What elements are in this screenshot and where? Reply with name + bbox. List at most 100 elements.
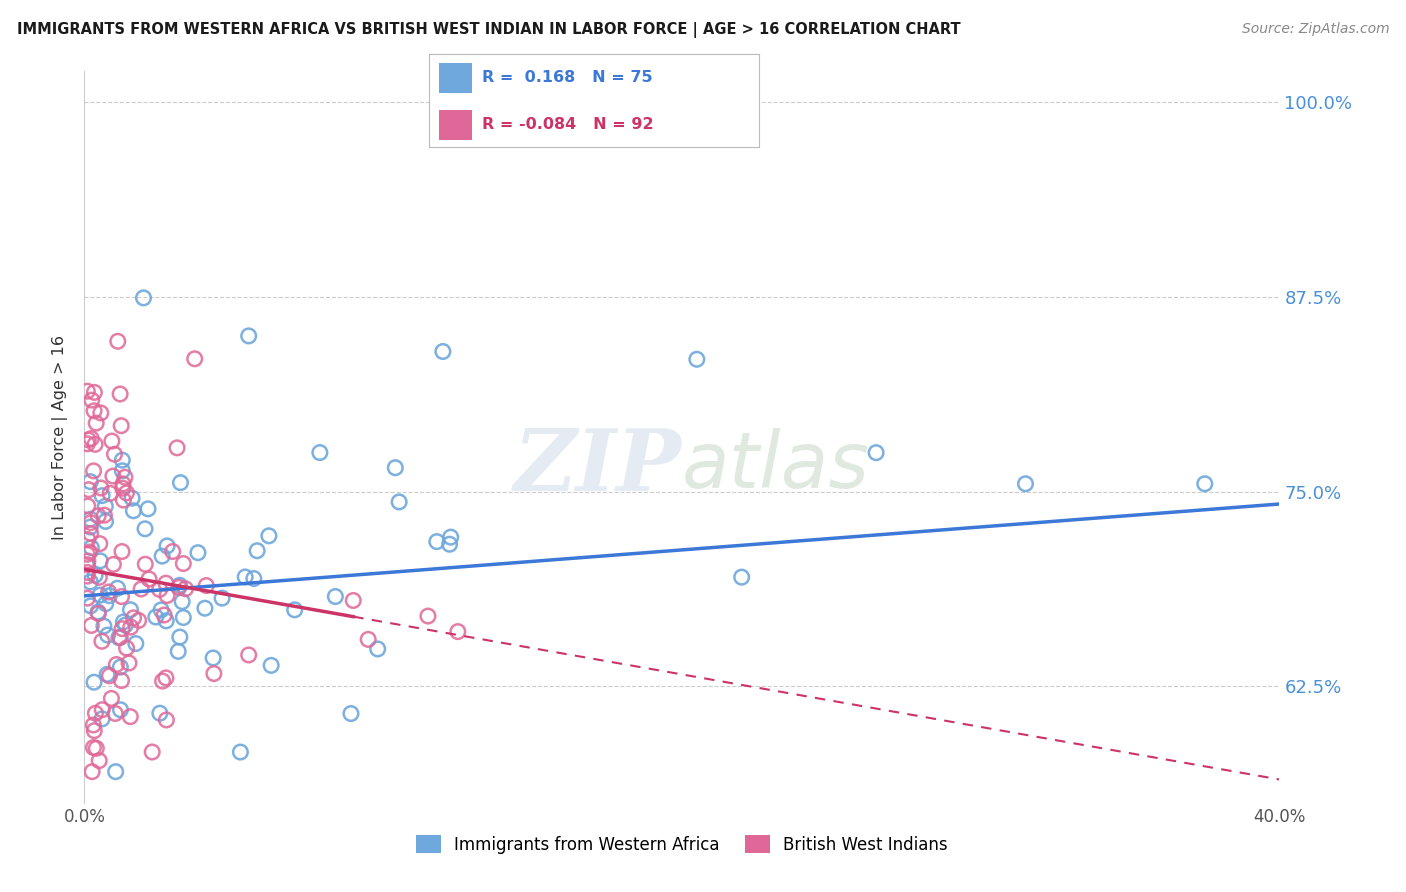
Point (79, 574, 101, 589)
Point (1014, 476, 1036, 491)
Point (79, 512, 101, 526)
Point (89, 754, 111, 768)
Point (84, 706, 107, 721)
Text: Source: ZipAtlas.com: Source: ZipAtlas.com (1241, 22, 1389, 37)
Point (125, 636, 148, 650)
Point (865, 445, 887, 459)
Legend: Immigrants from Western Africa, British West Indians: Immigrants from Western Africa, British … (409, 829, 955, 860)
Point (156, 589, 179, 603)
Point (309, 445, 332, 459)
Point (94, 597, 117, 611)
Point (156, 539, 179, 553)
Point (183, 351, 205, 366)
Text: IMMIGRANTS FROM WESTERN AFRICA VS BRITISH WEST INDIAN IN LABOR FORCE | AGE > 16 : IMMIGRANTS FROM WESTERN AFRICA VS BRITIS… (17, 22, 960, 38)
Point (82, 718, 104, 732)
Point (243, 572, 266, 586)
Point (89, 588, 111, 602)
Point (120, 620, 142, 634)
Point (340, 706, 363, 721)
Point (132, 291, 155, 305)
Point (83, 404, 105, 418)
Point (79, 520, 101, 534)
Point (91, 489, 114, 503)
Point (84, 416, 107, 430)
Point (79, 516, 101, 530)
Point (87, 605, 110, 619)
Point (114, 470, 136, 484)
Point (110, 673, 132, 688)
Point (84, 568, 107, 582)
Point (79, 526, 101, 541)
Point (111, 622, 134, 636)
Point (79, 475, 101, 489)
Point (426, 534, 449, 549)
Point (89, 570, 111, 584)
Point (238, 329, 260, 343)
Point (169, 630, 191, 644)
Point (101, 469, 124, 483)
Point (202, 666, 225, 681)
Point (111, 544, 134, 558)
Point (112, 493, 135, 508)
Point (98, 589, 121, 603)
Point (342, 593, 364, 607)
Point (111, 453, 134, 467)
Point (1194, 476, 1216, 491)
Point (120, 709, 142, 723)
Point (90, 634, 112, 648)
Point (110, 418, 132, 433)
Point (187, 546, 209, 560)
Point (79, 599, 101, 613)
Point (84, 437, 107, 451)
Y-axis label: In Labor Force | Age > 16: In Labor Force | Age > 16 (52, 334, 69, 540)
Point (83, 723, 105, 738)
Text: atlas: atlas (682, 428, 870, 504)
Point (155, 576, 177, 591)
Point (98, 486, 121, 500)
Point (87, 508, 110, 523)
Point (108, 631, 131, 645)
Point (76, 554, 98, 568)
Point (104, 706, 127, 721)
Point (76, 591, 98, 606)
Point (93, 619, 115, 633)
Point (112, 615, 135, 629)
Point (114, 618, 136, 632)
Point (128, 614, 150, 628)
Text: ZIP: ZIP (515, 425, 682, 508)
Point (731, 570, 754, 584)
Bar (439, 63, 472, 93)
Point (195, 578, 218, 592)
Point (77, 483, 100, 497)
Point (432, 344, 454, 359)
Point (166, 441, 188, 455)
Point (103, 558, 125, 572)
Point (110, 703, 132, 717)
Point (153, 607, 176, 622)
Point (138, 572, 160, 586)
Point (169, 578, 191, 592)
Point (122, 504, 145, 518)
Point (83, 464, 105, 478)
Point (101, 434, 124, 448)
Point (257, 529, 280, 543)
Point (93, 508, 115, 523)
Point (233, 570, 256, 584)
Point (238, 648, 260, 662)
Point (150, 603, 173, 617)
Point (90, 481, 112, 495)
Point (80, 432, 103, 446)
Point (108, 387, 131, 401)
Point (229, 745, 252, 759)
Point (76, 437, 98, 451)
Point (112, 476, 135, 491)
Point (367, 642, 389, 657)
Point (104, 764, 127, 779)
Point (110, 660, 132, 674)
Point (76, 566, 98, 580)
Point (440, 530, 463, 544)
Point (89, 554, 111, 568)
Point (110, 631, 132, 645)
Point (115, 641, 138, 656)
Point (384, 460, 406, 475)
